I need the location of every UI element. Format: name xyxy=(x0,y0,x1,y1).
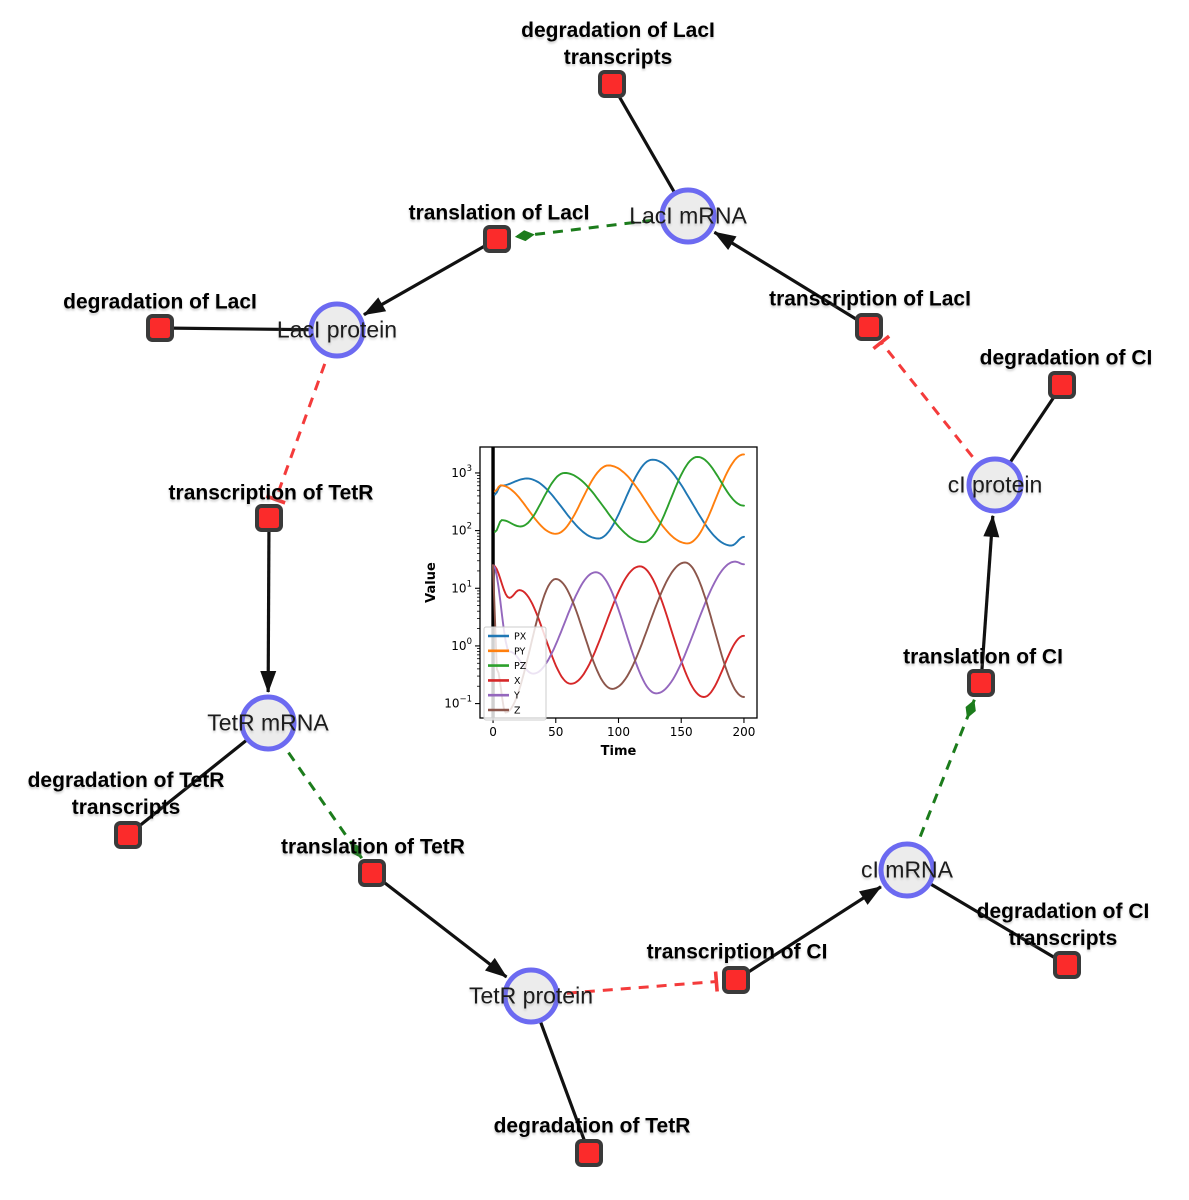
reaction-node-deg-ci xyxy=(1048,371,1076,399)
edge-arrow-translation-tetr-tetr-protein xyxy=(371,871,508,979)
series-curve-PY xyxy=(493,453,745,545)
legend-label-X: X xyxy=(514,676,521,687)
y-tick-label: 100 xyxy=(451,637,472,653)
inset-chart: 0 50 100 150 20010−1100101102103TimeValuePXP… xyxy=(420,428,772,770)
x-tick-label: 50 xyxy=(548,725,563,739)
edge-activation-ci-mrna-translation-ci xyxy=(905,699,976,871)
x-tick-label: 100 xyxy=(607,725,630,739)
y-tick-label: 101 xyxy=(451,579,472,595)
reaction-node-transcription-laci xyxy=(855,313,883,341)
species-node-tetr-mrna xyxy=(239,694,297,752)
edge-arrow-transcription-tetr-tetr-mrna xyxy=(260,517,277,694)
reaction-node-deg-laci-transcripts xyxy=(598,70,626,98)
y-tick-label: 102 xyxy=(451,522,472,538)
legend-label-Y: Y xyxy=(513,691,520,702)
reaction-node-transcription-tetr xyxy=(255,504,283,532)
edge-inhibition-ci-protein-transcription-laci xyxy=(872,334,997,486)
y-axis-label: Value xyxy=(424,562,439,603)
edge-arrow-translation-ci-ci-protein xyxy=(979,514,1000,684)
y-tick-label: 10−1 xyxy=(444,695,472,711)
reaction-node-translation-tetr xyxy=(358,859,386,887)
reaction-node-deg-tetr-transcripts xyxy=(114,821,142,849)
legend-label-PX: PX xyxy=(514,632,527,643)
species-node-laci-protein xyxy=(308,301,366,359)
legend-label-PZ: PZ xyxy=(514,661,527,672)
reaction-node-deg-laci xyxy=(146,314,174,342)
plot-frame xyxy=(479,446,758,719)
edge-plain-ci-mrna-deg-ci-transcripts xyxy=(906,868,1068,967)
edge-arrow-transcription-laci-laci-mrna xyxy=(713,230,870,329)
species-node-tetr-protein xyxy=(502,967,560,1025)
x-tick-label: 150 xyxy=(670,725,693,739)
x-tick-label: 200 xyxy=(732,725,755,739)
reaction-node-deg-tetr xyxy=(575,1139,603,1167)
series-curve-X xyxy=(492,564,745,698)
series-curve-PX xyxy=(493,458,745,547)
species-node-ci-mrna xyxy=(878,841,936,899)
reaction-node-translation-laci xyxy=(483,225,511,253)
edge-arrow-transcription-ci-ci-mrna xyxy=(735,885,882,982)
nodes-group xyxy=(114,70,1081,1167)
species-node-laci-mrna xyxy=(659,187,717,245)
edge-plain-laci-protein-deg-laci xyxy=(159,326,338,332)
y-tick-label: 103 xyxy=(451,464,472,480)
edge-arrow-translation-laci-laci-protein xyxy=(363,237,498,317)
legend-label-PY: PY xyxy=(514,646,526,657)
legend: PX PY PZ XYZ xyxy=(483,626,547,721)
x-axis-label: Time xyxy=(601,744,637,759)
species-node-ci-protein xyxy=(966,456,1024,514)
reaction-node-translation-ci xyxy=(967,669,995,697)
reaction-node-deg-ci-transcripts xyxy=(1053,951,1081,979)
reaction-node-transcription-ci xyxy=(722,966,750,994)
edge-plain-tetr-mrna-deg-tetr-transcripts xyxy=(127,721,269,837)
edge-activation-laci-mrna-translation-laci xyxy=(514,214,689,242)
edge-inhibition-laci-protein-transcription-tetr xyxy=(265,329,339,505)
series-curve-PZ xyxy=(493,455,745,544)
edge-inhibition-tetr-protein-transcription-ci xyxy=(530,971,719,998)
x-tick-label: 0 xyxy=(489,725,497,739)
legend-label-Z: Z xyxy=(514,706,521,717)
